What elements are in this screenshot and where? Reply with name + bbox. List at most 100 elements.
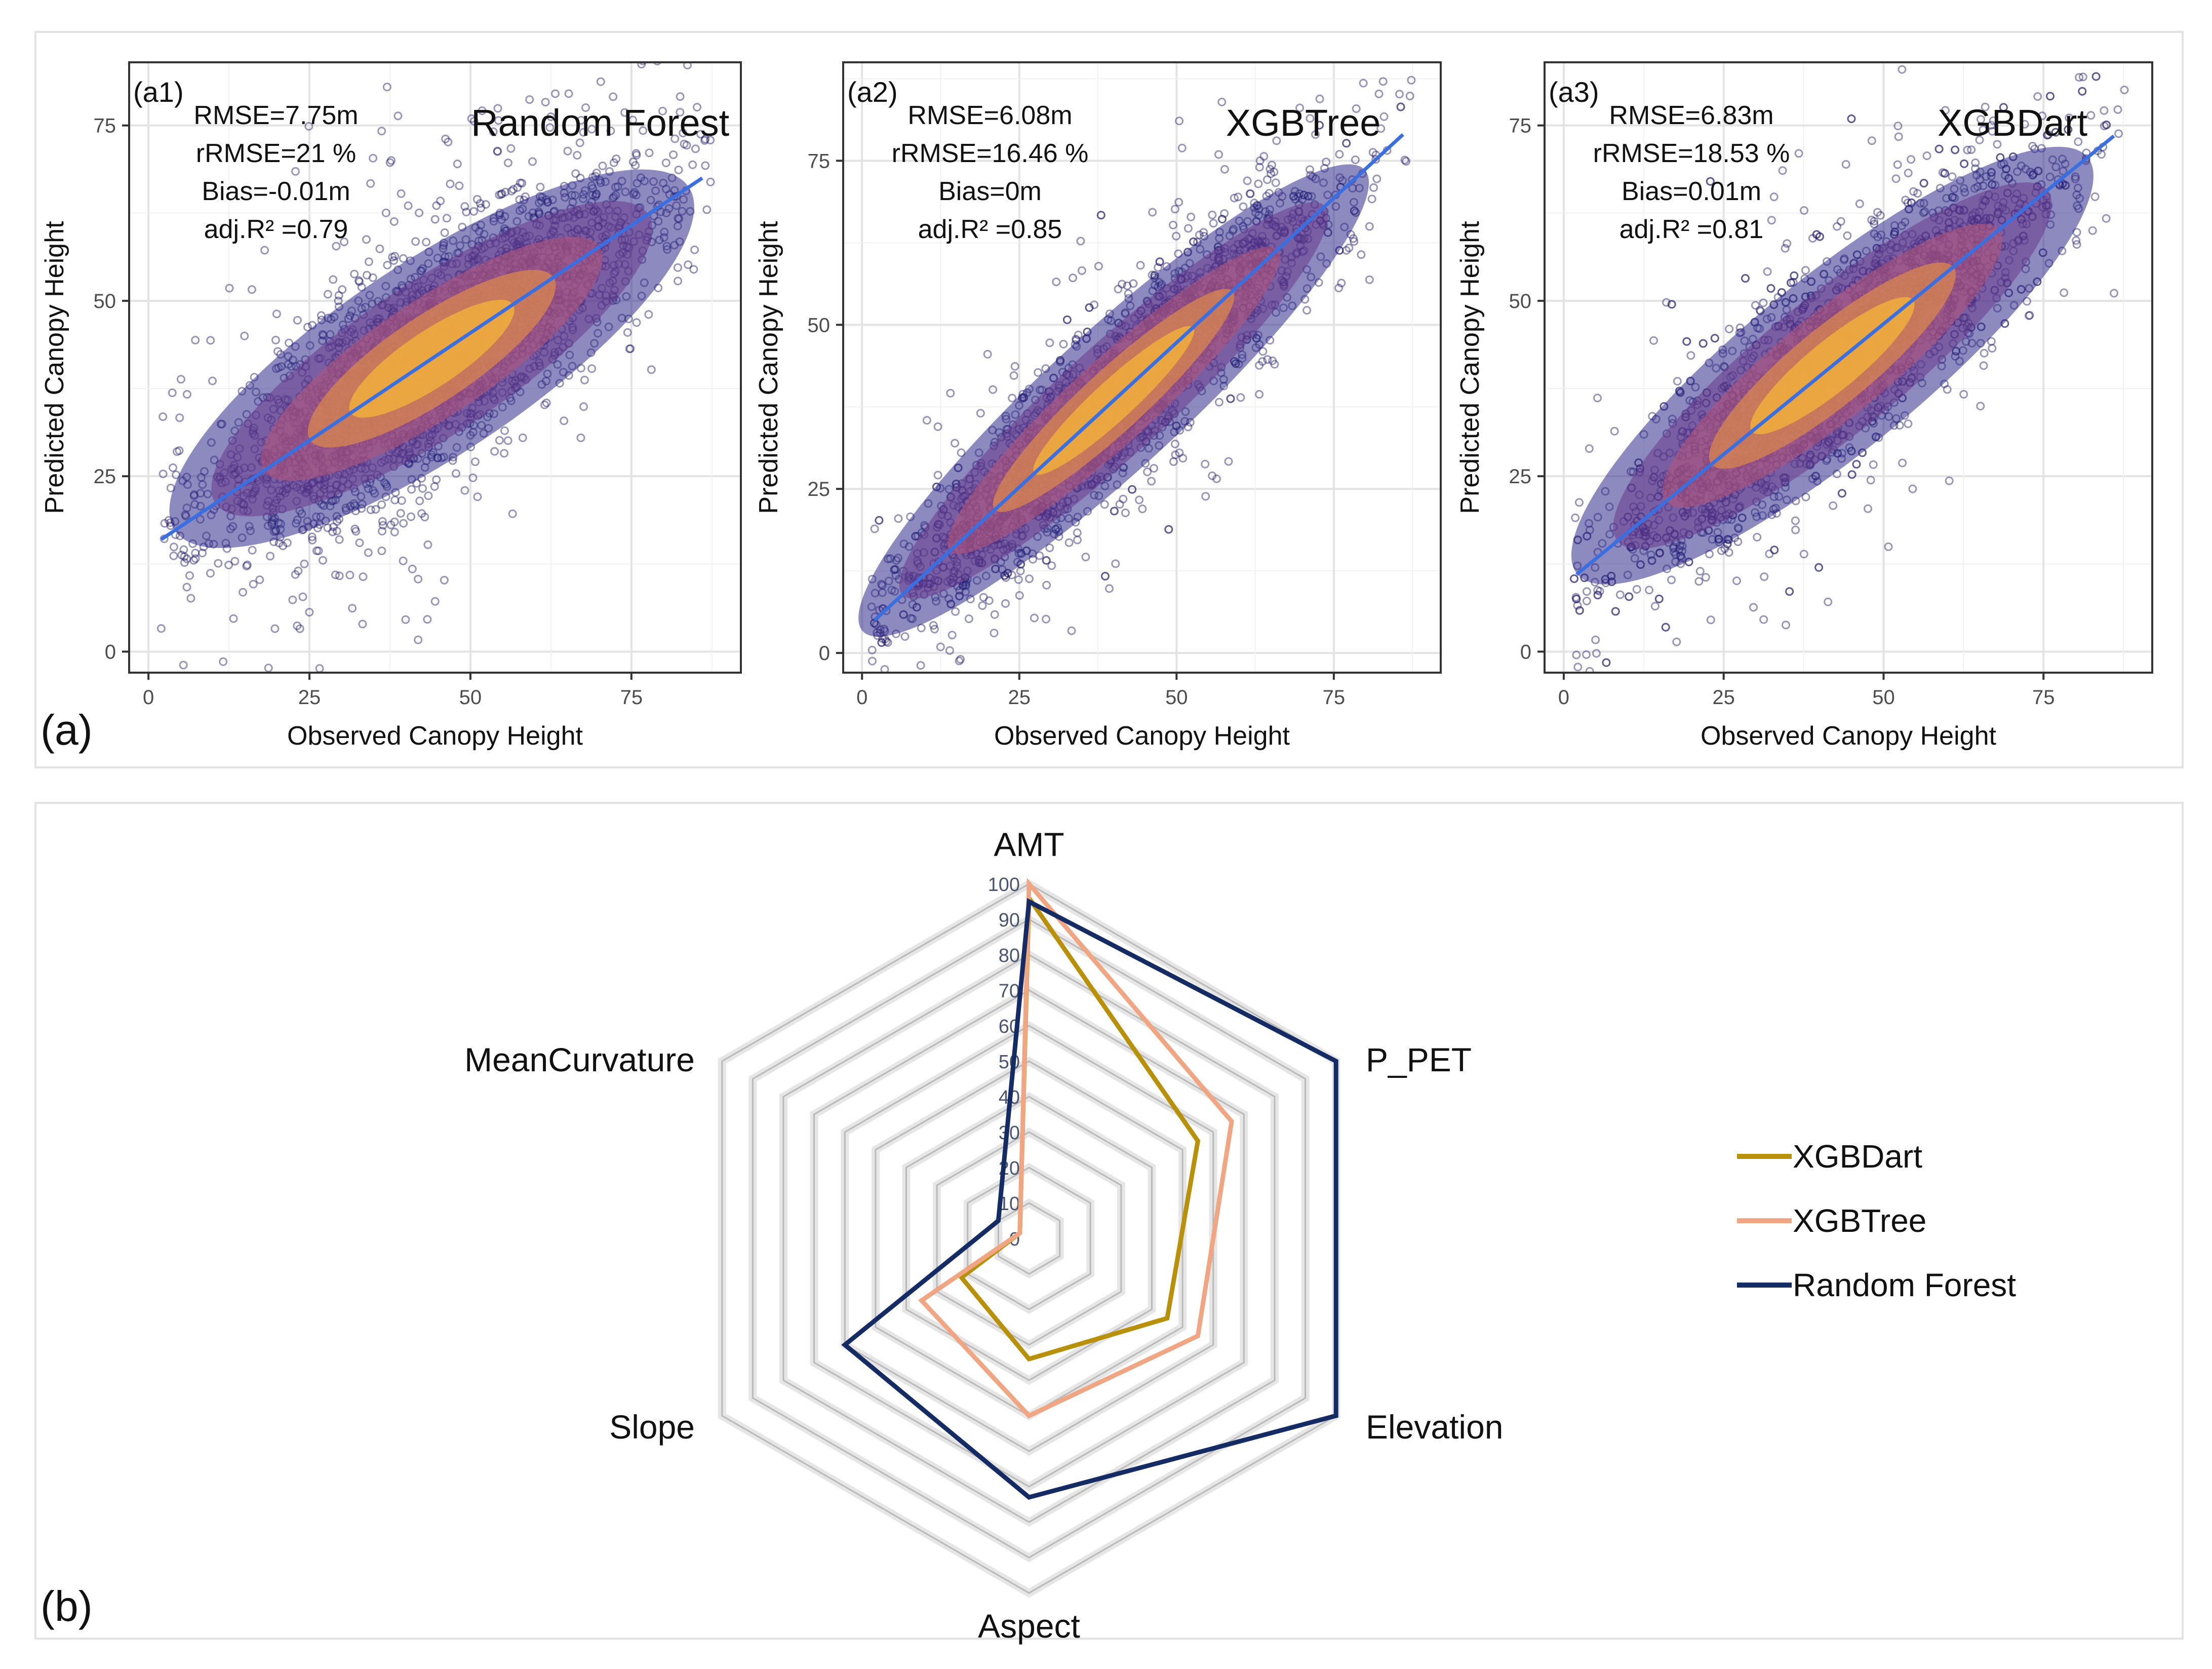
- scatter-point: [1195, 230, 1204, 240]
- scatter-point: [551, 89, 560, 98]
- scatter-point: [501, 187, 510, 197]
- scatter-point: [495, 436, 504, 445]
- scatter-point: [414, 574, 423, 584]
- scatter-point: [545, 123, 555, 132]
- scatter-point: [1270, 168, 1279, 176]
- scatter-point: [420, 513, 429, 522]
- scatter-point: [423, 540, 432, 549]
- scatter-point: [329, 522, 338, 531]
- scatter-point: [1224, 457, 1233, 466]
- scatter-point: [880, 665, 889, 673]
- scatter-point: [1030, 613, 1039, 623]
- scatter-point: [701, 135, 710, 144]
- scatter-point: [1008, 394, 1017, 403]
- scatter-point: [1201, 459, 1210, 469]
- scatter-point: [1236, 393, 1245, 402]
- scatter-point: [706, 177, 715, 186]
- scatter-point: [424, 491, 433, 500]
- scatter-point: [513, 183, 522, 192]
- scatter-point: [1183, 224, 1193, 233]
- scatter-point: [581, 103, 590, 112]
- scatter-point: [490, 447, 499, 456]
- scatter-point: [1351, 156, 1360, 164]
- scatter-point: [364, 548, 373, 557]
- scatter-point: [159, 470, 168, 479]
- scatter-point: [191, 549, 200, 558]
- scatter-point: [1081, 553, 1090, 562]
- scatter-point: [180, 558, 189, 567]
- scatter-point: [1100, 500, 1109, 509]
- scatter-point: [637, 62, 646, 69]
- scatter-point: [414, 635, 423, 644]
- scatter-point: [541, 98, 550, 107]
- scatter-point: [1220, 209, 1229, 218]
- scatter-point: [1402, 157, 1411, 166]
- scatter-point: [307, 532, 317, 541]
- scatter-point: [661, 159, 670, 167]
- scatter-point: [628, 158, 638, 167]
- scatter-point: [441, 134, 450, 143]
- scatter-point: [701, 161, 710, 170]
- scatter-point: [469, 117, 479, 126]
- scatter-point: [288, 595, 297, 604]
- scatter-point: [399, 556, 408, 565]
- scatter-point: [1123, 281, 1132, 290]
- scatter-point: [669, 150, 678, 159]
- scatter-point: [867, 645, 877, 654]
- scatter-point: [1270, 360, 1279, 369]
- scatter-point: [579, 402, 588, 411]
- scatter-point: [1365, 275, 1374, 284]
- scatter-point: [1255, 156, 1265, 165]
- scatter-point: [418, 484, 427, 493]
- scatter-point: [1255, 163, 1264, 172]
- plot-border: [128, 61, 742, 674]
- scatter-point: [1189, 237, 1198, 246]
- scatter-point: [1218, 215, 1227, 224]
- scatter-point: [1234, 192, 1243, 202]
- scatter-point: [430, 597, 440, 606]
- scatter-point: [467, 114, 476, 123]
- scatter-point: [1171, 450, 1180, 459]
- scatter-point: [179, 661, 188, 670]
- scatter-point: [298, 592, 307, 601]
- scatter-point: [455, 181, 464, 190]
- scatter-point: [390, 495, 400, 504]
- scatter-point: [990, 610, 999, 619]
- scatter-point: [1094, 262, 1103, 270]
- scatter-point: [264, 664, 273, 673]
- scatter-point: [670, 134, 680, 143]
- scatter-point: [348, 604, 357, 613]
- scatter-point: [1254, 179, 1263, 188]
- scatter-point: [182, 390, 191, 399]
- scatter-point: [609, 92, 618, 101]
- scatter-point: [1220, 165, 1229, 174]
- scatter-point: [270, 624, 280, 633]
- scatter-point: [472, 195, 482, 204]
- scatter-point: [377, 547, 386, 555]
- scatter-point: [1118, 280, 1127, 289]
- scatter-point: [156, 624, 166, 633]
- scatter-point: [1405, 92, 1414, 100]
- grid: [129, 62, 741, 673]
- scatter-point: [432, 475, 441, 484]
- scatter-point: [688, 160, 697, 169]
- scatter-point: [304, 122, 313, 131]
- scatter-point: [378, 521, 387, 530]
- scatter-point: [989, 385, 998, 394]
- scatter-point: [1154, 263, 1163, 272]
- scatter-point: [404, 201, 413, 210]
- scatter-point: [386, 520, 396, 529]
- scatter-point: [916, 661, 925, 670]
- scatter-point: [1074, 330, 1083, 339]
- scatter-point: [239, 588, 248, 597]
- scatter-point: [462, 208, 471, 217]
- scatter-point: [175, 446, 184, 455]
- scatter-point: [690, 245, 699, 254]
- scatter-point: [390, 527, 399, 536]
- scatter-point: [319, 556, 327, 565]
- scatter-point: [460, 486, 469, 495]
- scatter-point: [1042, 580, 1051, 590]
- scatter-point: [177, 551, 186, 560]
- scatter-point: [507, 186, 516, 196]
- scatter-point: [1334, 284, 1344, 292]
